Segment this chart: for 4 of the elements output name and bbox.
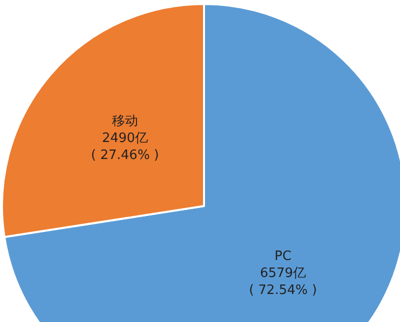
slice-label: 移动 <box>112 114 138 129</box>
slice-label: PC <box>274 249 292 264</box>
data-label: 2490亿 ( 27.46% ) <box>91 130 160 163</box>
data-label: 6579亿 ( 72.54% ) <box>248 266 317 298</box>
